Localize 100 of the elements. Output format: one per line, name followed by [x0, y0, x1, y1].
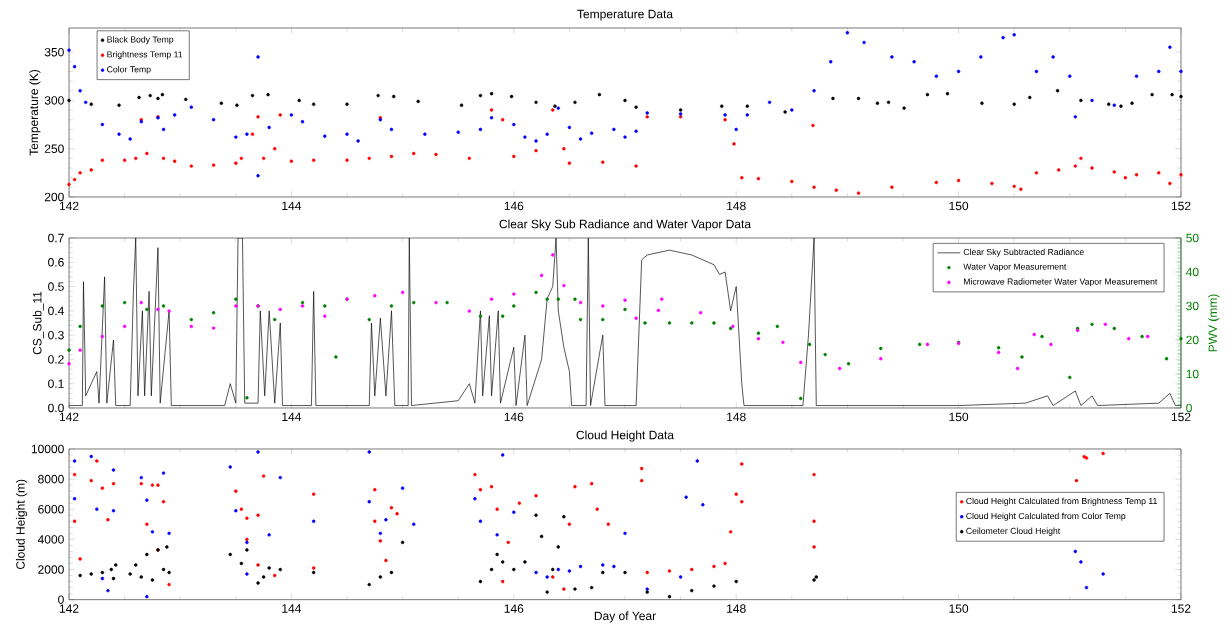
point [245, 548, 249, 552]
point [489, 297, 494, 301]
point [161, 471, 166, 475]
point [145, 498, 149, 502]
point [219, 101, 224, 106]
point [1106, 102, 1111, 107]
point [367, 450, 371, 454]
point [89, 454, 93, 459]
point [400, 540, 405, 545]
x-tick-label: 142 [59, 412, 79, 422]
y-tick-label: 0.1 [48, 379, 64, 388]
legend-label: Color Temp [107, 66, 151, 75]
point [623, 531, 627, 536]
point [416, 99, 420, 104]
point [720, 104, 724, 108]
x-tick-label: 150 [949, 412, 969, 422]
point [211, 326, 216, 330]
y2-tick-label: 30 [1186, 301, 1199, 311]
point [539, 534, 544, 539]
point [495, 533, 499, 537]
point [837, 366, 842, 371]
point [1119, 104, 1123, 108]
point [695, 459, 700, 463]
x-axis-title: Day of Year [594, 611, 656, 623]
point [434, 300, 438, 305]
point [1040, 334, 1044, 339]
point [996, 346, 1001, 350]
point [601, 570, 605, 575]
point [623, 98, 627, 103]
point [745, 104, 750, 108]
point [184, 97, 188, 102]
point [573, 297, 577, 301]
x-tick-label: 144 [282, 412, 302, 421]
x-tick-label: 148 [727, 201, 746, 211]
point [562, 515, 566, 519]
point [597, 92, 602, 97]
point [467, 309, 472, 313]
y-tick-label: 6000 [38, 505, 64, 514]
point [623, 307, 627, 312]
point [875, 101, 880, 106]
point [189, 324, 194, 329]
point [523, 560, 527, 564]
point [612, 564, 616, 569]
y-axis-title: Cloud Height (m) [15, 479, 28, 570]
point [550, 253, 555, 257]
point [712, 321, 716, 325]
point [539, 273, 544, 278]
y-tick-label: 200 [44, 192, 64, 202]
point [980, 101, 984, 106]
point [189, 317, 194, 322]
point [1140, 334, 1144, 339]
y-tick-label: 250 [44, 144, 64, 153]
point [512, 510, 516, 515]
y2-tick-label: 20 [1186, 335, 1199, 345]
point [160, 92, 165, 97]
point [1170, 92, 1174, 97]
point [100, 576, 105, 581]
point [122, 324, 127, 329]
point [623, 570, 627, 575]
point [1055, 89, 1060, 93]
point [684, 495, 688, 499]
point [1073, 549, 1078, 554]
point [678, 108, 683, 112]
point [72, 459, 77, 463]
point [89, 102, 93, 107]
point [589, 585, 594, 590]
point [489, 567, 494, 572]
y-tick-label: 0.7 [48, 233, 64, 243]
point [111, 509, 116, 513]
point [512, 567, 516, 572]
point [323, 304, 327, 308]
point [400, 486, 405, 490]
point [545, 297, 549, 301]
chart-title: Clear Sky Sub Radiance and Water Vapor Data [499, 219, 752, 231]
y-tick-label: 4000 [37, 535, 64, 544]
point [902, 106, 906, 110]
point [1079, 98, 1083, 103]
point [250, 93, 255, 98]
point [1020, 355, 1024, 359]
x-tick-label: 148 [727, 604, 746, 613]
point [996, 350, 1001, 355]
point [578, 317, 583, 322]
point [384, 518, 388, 522]
point [235, 103, 239, 107]
x-tick-label: 152 [1171, 201, 1191, 211]
point [137, 95, 141, 100]
point [1145, 334, 1150, 339]
point [879, 346, 883, 351]
point [150, 530, 155, 534]
point [139, 475, 144, 480]
point [167, 531, 171, 536]
x-tick-label: 146 [504, 604, 524, 613]
point [478, 579, 483, 584]
point [156, 307, 160, 312]
point [256, 450, 260, 454]
point [473, 496, 477, 501]
point [323, 314, 327, 318]
y-tick-label: 0.4 [48, 306, 64, 316]
point [67, 348, 71, 352]
point [128, 572, 132, 576]
